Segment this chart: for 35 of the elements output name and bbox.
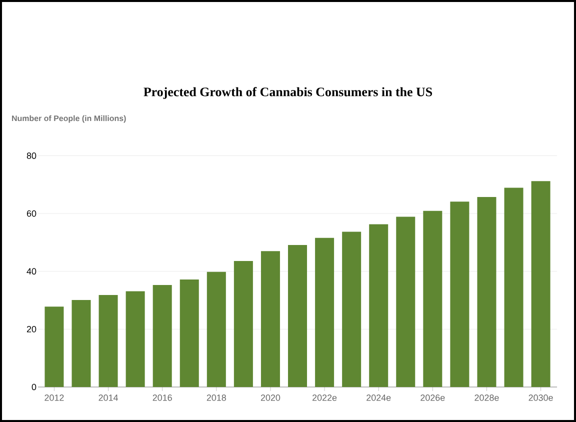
y-tick-label: 20 — [26, 326, 36, 332]
bar — [234, 260, 253, 387]
bar — [288, 245, 308, 387]
x-tick-label: 2012 — [44, 394, 64, 401]
bar — [531, 181, 550, 387]
x-tick-label: 2028e — [474, 394, 499, 401]
y-tick-label: 40 — [26, 268, 36, 275]
x-tick-label: 2022e — [312, 394, 337, 401]
x-tick-label: 2014 — [98, 394, 118, 401]
bar — [72, 300, 91, 387]
x-tick-label: 2024e — [366, 394, 391, 401]
x-tick-label: 2026e — [420, 394, 445, 401]
y-tick-label: 0 — [32, 384, 36, 390]
bar — [477, 197, 496, 387]
y-tick-label: 80 — [26, 152, 36, 159]
bar — [152, 284, 172, 387]
bar — [315, 238, 334, 387]
x-tick-label: 2016 — [152, 394, 172, 401]
bar — [369, 224, 388, 387]
bar — [98, 295, 118, 387]
bar — [450, 202, 470, 387]
bar — [260, 251, 280, 387]
bar — [126, 291, 145, 387]
bar — [396, 216, 416, 387]
x-tick-label: 2020 — [260, 394, 280, 401]
bar — [423, 210, 442, 387]
bar — [44, 306, 64, 387]
bar — [342, 232, 362, 387]
y-tick-label: 60 — [26, 210, 36, 217]
bar — [206, 272, 226, 387]
bar — [180, 279, 199, 387]
x-tick-label: 2018 — [206, 394, 226, 401]
x-tick-label: 2030e — [528, 394, 553, 401]
bar — [504, 188, 524, 387]
chart-title: Projected Growth of Cannabis Consumers in the US — [144, 87, 432, 99]
